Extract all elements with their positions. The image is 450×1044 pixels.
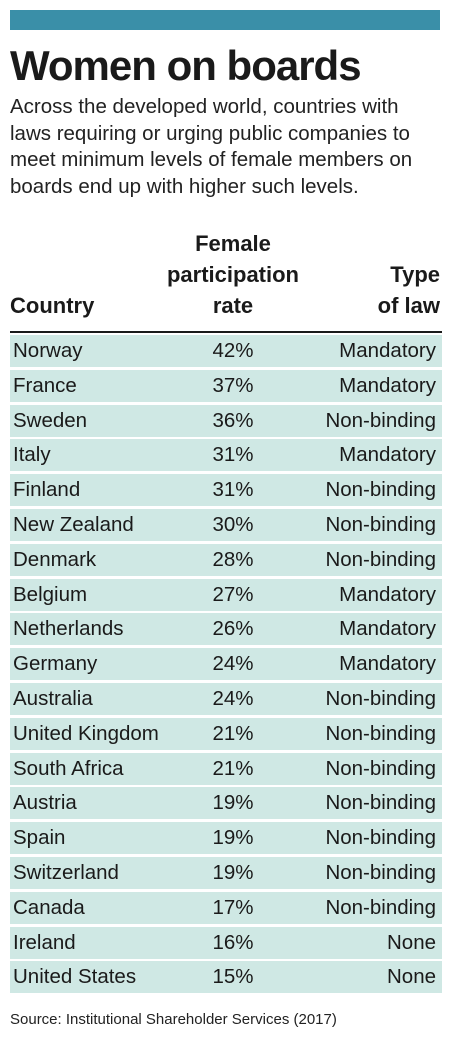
cell-rate: 36%: [212, 408, 254, 432]
table-row: United States 15% None: [10, 961, 442, 994]
source-note: Source: Institutional Shareholder Servic…: [10, 1011, 337, 1028]
cell-law-type: Non-binding: [325, 686, 436, 710]
cell-country: Finland: [13, 478, 81, 502]
cell-law-type: Mandatory: [339, 617, 436, 641]
cell-law-type: Non-binding: [325, 512, 436, 536]
cell-country: Germany: [13, 652, 98, 676]
table-row: Norway 42% Mandatory: [10, 335, 442, 367]
table-row: South Africa 21% Non-binding: [10, 752, 442, 785]
table-row: France 37% Mandatory: [10, 369, 442, 402]
column-header-rate-line1: Female: [195, 231, 271, 256]
cell-law-type: Non-binding: [325, 791, 436, 815]
cell-law-type: Non-binding: [325, 721, 436, 745]
column-header-rate-line2: participation: [166, 262, 299, 287]
cell-rate: 31%: [212, 478, 254, 502]
cell-country: South Africa: [13, 756, 124, 780]
table-row: Spain 19% Non-binding: [10, 822, 442, 855]
cell-law-type: None: [386, 965, 436, 989]
cell-rate: 42%: [212, 339, 254, 362]
table-row: Canada 17% Non-binding: [10, 891, 442, 924]
cell-country: Netherlands: [13, 617, 124, 641]
column-header-law: Type of law: [340, 259, 440, 321]
cell-law-type: Non-binding: [325, 478, 436, 502]
cell-law-type: Mandatory: [339, 373, 436, 397]
cell-rate: 28%: [212, 547, 254, 571]
cell-law-type: Mandatory: [339, 339, 436, 362]
cell-country: Canada: [13, 895, 85, 919]
column-header-country: Country: [10, 293, 95, 318]
cell-country: Belgium: [13, 582, 88, 606]
cell-country: France: [13, 373, 77, 397]
cell-rate: 30%: [212, 512, 254, 536]
table-row: United Kingdom 21% Non-binding: [10, 717, 442, 750]
cell-rate: 19%: [212, 826, 254, 850]
column-header-rate-line3: rate: [212, 293, 254, 318]
cell-law-type: None: [386, 930, 436, 954]
cell-country: United States: [13, 965, 137, 989]
table-row: Denmark 28% Non-binding: [10, 543, 442, 576]
accent-bar: [10, 10, 440, 30]
table-row: Germany 24% Mandatory: [10, 648, 442, 681]
cell-rate: 19%: [212, 860, 254, 884]
cell-rate: 24%: [212, 686, 254, 710]
table-row: Netherlands 26% Mandatory: [10, 613, 442, 646]
cell-country: Australia: [13, 686, 93, 710]
table-row: Italy 31% Mandatory: [10, 439, 442, 472]
page-title: Women on boards: [10, 42, 362, 89]
cell-rate: 37%: [212, 373, 254, 397]
cell-law-type: Non-binding: [325, 547, 436, 571]
cell-law-type: Mandatory: [339, 443, 436, 467]
table-row: Ireland 16% None: [10, 926, 442, 959]
table-row: New Zealand 30% Non-binding: [10, 508, 442, 541]
table-row: Switzerland 19% Non-binding: [10, 856, 442, 889]
cell-rate: 31%: [212, 443, 254, 467]
cell-rate: 24%: [212, 652, 254, 676]
cell-rate: 21%: [212, 756, 254, 780]
cell-rate: 21%: [212, 721, 254, 745]
cell-law-type: Non-binding: [325, 408, 436, 432]
cell-rate: 26%: [212, 617, 254, 641]
cell-rate: 15%: [212, 965, 254, 989]
cell-country: Austria: [13, 791, 77, 815]
column-header-law-line2: of law: [377, 293, 440, 318]
table-row: Sweden 36% Non-binding: [10, 404, 442, 437]
cell-country: Norway: [13, 339, 83, 362]
table-row: Austria 19% Non-binding: [10, 787, 442, 820]
cell-country: Sweden: [13, 408, 88, 432]
cell-law-type: Non-binding: [325, 826, 436, 850]
table-row: Finland 31% Non-binding: [10, 474, 442, 507]
cell-rate: 19%: [212, 791, 254, 815]
cell-rate: 16%: [212, 930, 254, 954]
cell-country: United Kingdom: [13, 721, 159, 745]
cell-country: Italy: [13, 443, 51, 467]
cell-country: Ireland: [13, 930, 76, 954]
table-row: Australia 24% Non-binding: [10, 682, 442, 715]
cell-country: Denmark: [13, 547, 97, 571]
cell-rate: 17%: [212, 895, 254, 919]
column-header-law-line1: Type: [390, 262, 440, 287]
table-row: Belgium 27% Mandatory: [10, 578, 442, 611]
cell-country: Switzerland: [13, 860, 119, 884]
cell-country: New Zealand: [13, 512, 134, 536]
cell-law-type: Non-binding: [325, 756, 436, 780]
subtitle: Across the developed world, countries wi…: [10, 95, 413, 198]
cell-law-type: Non-binding: [325, 895, 436, 919]
cell-country: Spain: [13, 826, 66, 850]
cell-law-type: Non-binding: [325, 860, 436, 884]
cell-law-type: Mandatory: [339, 652, 436, 676]
column-header-rate: Female participation rate: [160, 228, 306, 321]
header-rule: [10, 331, 442, 333]
cell-rate: 27%: [212, 582, 254, 606]
data-table: Norway 42% Mandatory France 37% Mandatory Swed…: [10, 335, 442, 996]
cell-law-type: Mandatory: [339, 582, 436, 606]
